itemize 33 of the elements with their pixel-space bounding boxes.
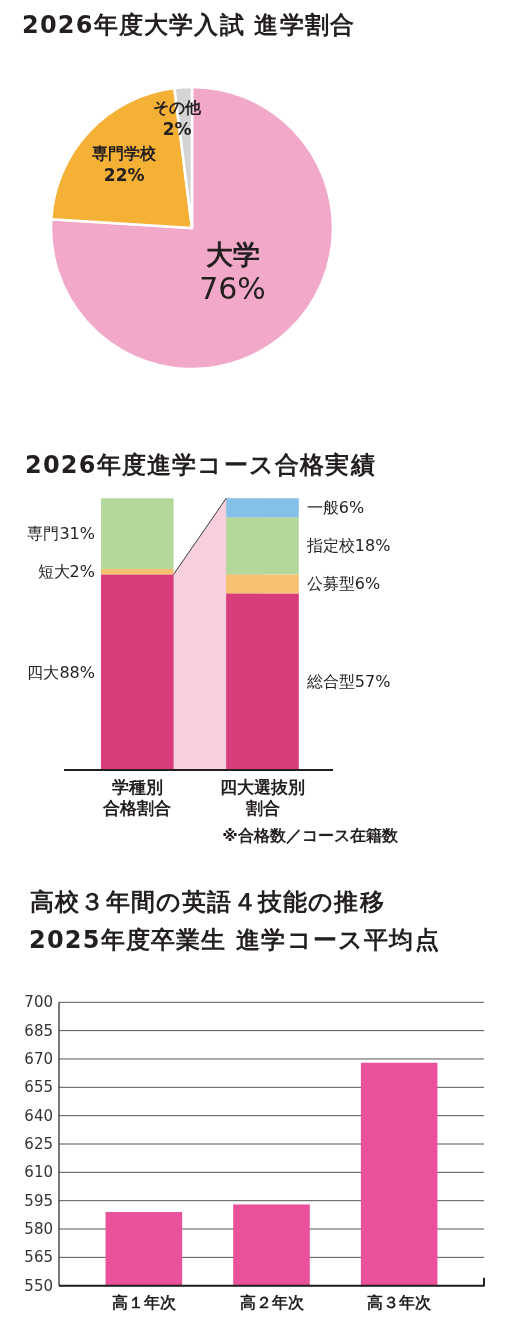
series-label: 専門31% <box>27 524 95 544</box>
series-label: 指定校18% <box>305 536 391 556</box>
x-tick-label: 学種別合格割合 <box>102 777 172 818</box>
x-tick-label: 高３年次 <box>367 1292 433 1312</box>
slice-label: 専門学校 <box>91 143 158 163</box>
y-tick-label: 655 <box>24 1078 53 1097</box>
series-label: 四大88% <box>27 662 95 682</box>
chart-subtitle: 2025年度卒業生 進学コース平均点 <box>29 926 440 954</box>
y-tick-label: 550 <box>24 1276 53 1295</box>
y-tick-label: 625 <box>24 1135 53 1153</box>
y-tick-label: 670 <box>24 1049 53 1068</box>
slice-label: 大学 <box>205 238 260 270</box>
pie-slice <box>50 85 335 371</box>
chart-title: 高校３年間の英語４技能の推移 <box>30 888 385 916</box>
y-tick-label: 700 <box>24 993 53 1012</box>
text: ※合格数／コース在籍数 <box>222 825 399 845</box>
y-tick-label: 640 <box>24 1106 53 1125</box>
y-tick-label: 580 <box>24 1220 53 1239</box>
series-label: 総合型57% <box>305 672 391 692</box>
data-label: 22% <box>103 165 145 186</box>
data-label: 76% <box>199 270 266 306</box>
chart-title: 2026年度大学入試 進学割合 <box>22 11 356 39</box>
y-tick-label: 685 <box>24 1021 53 1040</box>
series-label: 短大2% <box>37 562 95 582</box>
x-tick-label: 高１年次 <box>111 1292 177 1312</box>
x-tick-label: 四大選抜別割合 <box>220 777 305 818</box>
series-label: 一般6% <box>306 498 365 518</box>
chart-title: 2026年度進学コース合格実績 <box>25 451 376 479</box>
series-label: 公募型6% <box>306 574 381 594</box>
y-tick-label: 565 <box>24 1248 53 1267</box>
y-tick-label: 610 <box>24 1163 53 1182</box>
y-tick-label: 595 <box>24 1191 53 1210</box>
x-tick-label: 高２年次 <box>239 1292 305 1312</box>
